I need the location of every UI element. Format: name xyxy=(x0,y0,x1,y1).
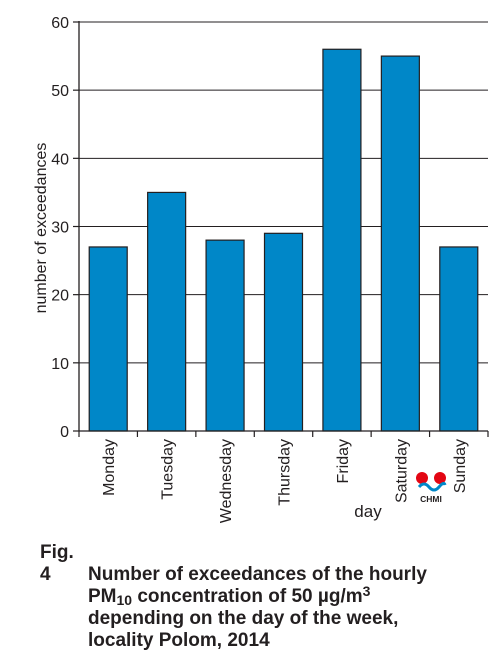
pm-label: PM xyxy=(88,586,117,607)
y-tick-label: 30 xyxy=(51,220,69,237)
y-tick-label: 40 xyxy=(51,151,69,168)
y-tick-label: 50 xyxy=(51,83,69,100)
bar xyxy=(380,55,420,432)
bar-chart: 0 10 20 30 40 50 60 Monday Tuesday Wednesday Thur… xyxy=(33,15,489,523)
figure-number: Fig. 4 xyxy=(40,542,74,585)
y-tick-label: 0 xyxy=(60,424,69,441)
x-tick-label: Saturday xyxy=(393,439,410,503)
x-tick-label: Thursday xyxy=(277,439,294,506)
x-tick-labels: Monday Tuesday Wednesday Thursday Friday Satu… xyxy=(101,439,469,523)
unit-superscript: 3 xyxy=(362,583,371,599)
x-tick-label: Tuesday xyxy=(160,439,177,500)
figure-caption: Fig. 4 Number of exceedances of the hourl… xyxy=(40,542,500,652)
bar xyxy=(439,246,479,432)
x-tick-label: Monday xyxy=(101,439,118,496)
caption-line-2: PM10 concentration of 50 µg/m3 xyxy=(40,583,500,608)
logo-dot-left xyxy=(416,472,428,484)
bar xyxy=(322,48,362,432)
x-axis-label: day xyxy=(354,502,382,521)
y-tick-label: 20 xyxy=(51,288,69,305)
bar xyxy=(263,232,304,432)
caption-line-1: Fig. 4 Number of exceedances of the hourl… xyxy=(40,542,500,586)
pm-subscript: 10 xyxy=(116,592,133,608)
y-tick-label: 60 xyxy=(51,15,69,32)
x-tick-label: Wednesday xyxy=(218,439,235,523)
caption-text-2: concentration of 50 µg/m xyxy=(132,586,363,607)
bar xyxy=(88,246,128,432)
x-tick-label: Friday xyxy=(335,439,352,483)
logo-dot-right xyxy=(434,472,446,484)
bars xyxy=(88,48,479,432)
y-axis-label: number of exceedances xyxy=(33,143,50,314)
y-ticks: 0 10 20 30 40 50 60 xyxy=(51,15,79,441)
caption-line-3: depending on the day of the week, xyxy=(88,608,399,629)
logo-wave xyxy=(417,481,447,492)
chmi-logo: CHMI xyxy=(416,472,447,504)
bar xyxy=(205,239,245,432)
y-tick-label: 10 xyxy=(51,356,69,373)
x-tick-label: Sunday xyxy=(452,439,469,493)
bar xyxy=(147,191,187,432)
caption-text-1: Number of exceedances of the hourly xyxy=(88,564,427,585)
caption-line-4: locality Polom, 2014 xyxy=(88,630,270,651)
logo-text: CHMI xyxy=(420,494,442,504)
